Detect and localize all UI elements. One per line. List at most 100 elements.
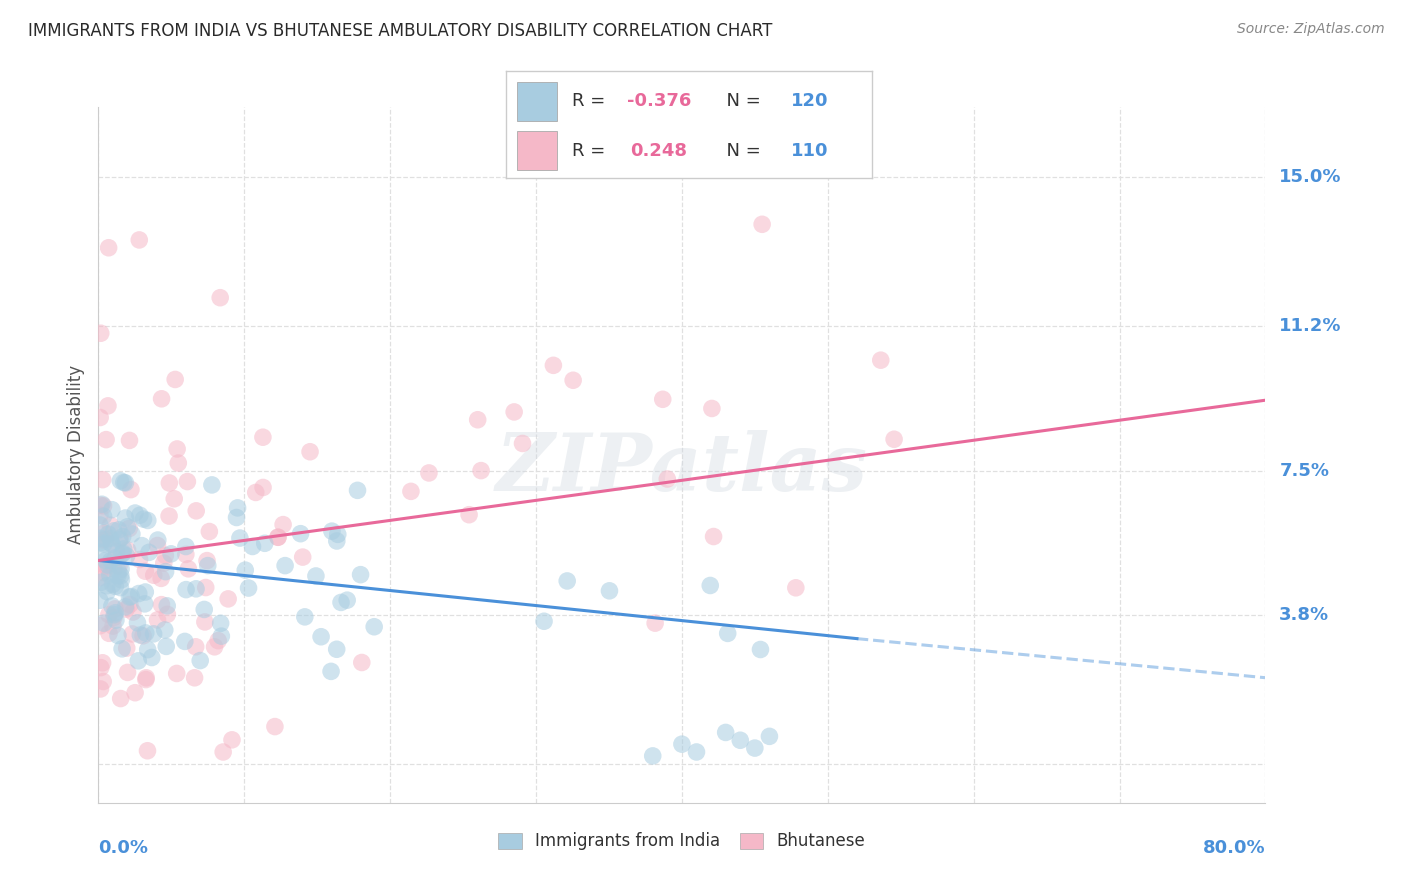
Point: [155, 565, 177, 579]
Point: [91, 473, 114, 487]
Point: [157, 509, 180, 524]
Point: [115, 602, 138, 616]
Point: [321, 524, 343, 538]
Point: [89, 571, 111, 585]
Point: [177, 562, 200, 576]
Point: [115, 549, 138, 563]
Point: [467, 413, 489, 427]
Point: [90, 326, 112, 341]
Point: [135, 626, 157, 640]
Point: [194, 615, 217, 629]
Point: [186, 504, 208, 518]
Point: [101, 502, 124, 516]
Point: [252, 480, 274, 494]
Point: [209, 629, 232, 643]
Point: [221, 732, 243, 747]
Point: [105, 544, 128, 558]
Point: [103, 610, 125, 624]
Point: [156, 599, 179, 613]
Point: [117, 520, 139, 534]
Point: [131, 539, 153, 553]
Point: [110, 573, 132, 587]
Point: [132, 512, 155, 526]
Point: [114, 475, 136, 490]
Point: [94, 558, 117, 573]
Text: N =: N =: [714, 142, 766, 160]
Point: [562, 373, 585, 387]
Point: [869, 353, 891, 368]
Point: [744, 741, 766, 756]
Point: [512, 436, 534, 450]
Text: R =: R =: [572, 93, 612, 111]
Point: [598, 583, 620, 598]
Text: 110: 110: [792, 142, 828, 160]
Point: [173, 634, 195, 648]
Point: [253, 536, 276, 550]
Point: [267, 530, 290, 544]
Point: [89, 508, 111, 523]
Point: [91, 533, 114, 547]
Point: [90, 545, 112, 559]
Point: [112, 546, 135, 560]
Point: [89, 681, 111, 696]
Point: [160, 547, 183, 561]
Point: [883, 432, 905, 446]
Point: [330, 595, 353, 609]
Point: [91, 656, 114, 670]
Point: [146, 539, 169, 553]
Point: [117, 543, 139, 558]
Point: [685, 745, 707, 759]
Point: [134, 597, 156, 611]
Text: 0.0%: 0.0%: [98, 838, 149, 857]
Point: [399, 484, 422, 499]
Point: [91, 674, 114, 689]
Point: [325, 642, 347, 657]
Point: [128, 586, 150, 600]
Point: [134, 585, 156, 599]
Point: [127, 654, 149, 668]
Text: 80.0%: 80.0%: [1202, 838, 1265, 857]
Point: [193, 602, 215, 616]
Point: [94, 553, 117, 567]
Point: [167, 456, 190, 470]
Point: [274, 558, 297, 573]
Point: [120, 483, 142, 497]
Point: [749, 642, 772, 657]
Point: [751, 217, 773, 231]
Point: [127, 615, 149, 630]
Point: [114, 599, 136, 614]
Point: [209, 291, 232, 305]
Point: [194, 581, 217, 595]
Point: [326, 527, 349, 541]
Point: [319, 665, 342, 679]
Point: [212, 745, 235, 759]
Point: [350, 656, 373, 670]
Point: [141, 650, 163, 665]
Point: [97, 607, 120, 622]
Point: [129, 628, 152, 642]
Point: [346, 483, 368, 498]
Point: [184, 582, 207, 596]
Point: [110, 568, 132, 582]
Point: [101, 599, 124, 613]
Text: 120: 120: [792, 93, 828, 111]
Point: [305, 569, 328, 583]
Point: [94, 433, 117, 447]
Point: [326, 533, 349, 548]
Point: [118, 590, 141, 604]
Point: [146, 613, 169, 627]
Point: [717, 626, 740, 640]
Point: [157, 475, 180, 490]
Point: [533, 614, 555, 628]
Point: [107, 628, 129, 642]
Point: [108, 533, 131, 547]
Point: [98, 568, 121, 582]
Point: [89, 518, 111, 533]
Point: [152, 556, 174, 570]
Point: [98, 518, 121, 533]
Point: [543, 359, 565, 373]
Point: [197, 558, 219, 573]
Point: [758, 730, 780, 744]
Point: [91, 497, 114, 511]
Point: [418, 466, 440, 480]
